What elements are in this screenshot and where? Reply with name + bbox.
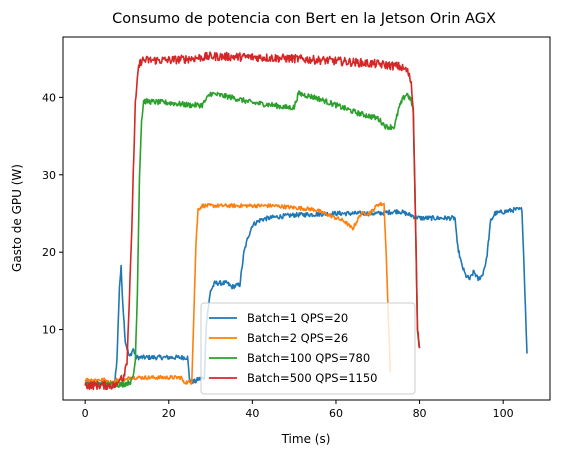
- y-tick-label: 30: [42, 169, 56, 182]
- x-tick-label: 0: [82, 407, 89, 420]
- legend-label: Batch=1 QPS=20: [247, 311, 348, 325]
- x-tick-label: 100: [493, 407, 514, 420]
- y-axis-label: Gasto de GPU (W): [10, 164, 24, 272]
- series-line-2: [84, 201, 392, 385]
- plot-frame: [62, 36, 551, 401]
- legend: Batch=1 QPS=20 Batch=2 QPS=26 Batch=100 QP…: [200, 302, 416, 395]
- series-lines: [84, 51, 528, 391]
- x-tick-label: 20: [162, 407, 176, 420]
- chart-title: Consumo de potencia con Bert en la Jetso…: [112, 11, 496, 27]
- series-line-4: [84, 51, 421, 391]
- x-tick-label: 80: [413, 407, 427, 420]
- x-tick-label: 40: [245, 407, 259, 420]
- series-line-3: [84, 90, 421, 389]
- series-line-1: [84, 206, 528, 387]
- legend-box: [200, 302, 416, 395]
- legend-label: Batch=100 QPS=780: [247, 351, 370, 365]
- x-axis-label: Time (s): [281, 432, 331, 446]
- legend-label: Batch=2 QPS=26: [247, 331, 348, 345]
- legend-label: Batch=500 QPS=1150: [247, 371, 378, 385]
- x-tick-label: 60: [329, 407, 343, 420]
- y-tick-label: 10: [42, 324, 56, 337]
- y-tick-label: 40: [42, 91, 56, 104]
- y-tick-label: 20: [42, 246, 56, 259]
- axes: 0 20 40 60 80 100 10 20 30 40: [42, 36, 551, 420]
